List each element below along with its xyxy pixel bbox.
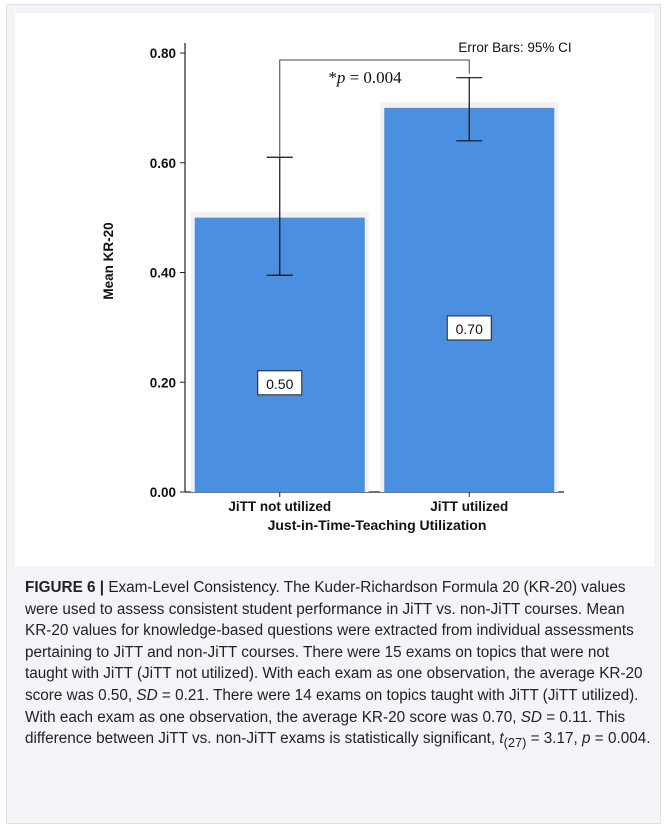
error-bar-legend: Error Bars: 95% CI	[458, 40, 571, 55]
y-tick-label: 0.60	[150, 156, 176, 171]
caption-text-2: = 0.21. There were 14 exams on topics ta…	[25, 686, 639, 726]
x-axis-title: Just-in-Time-Teaching Utilization	[268, 517, 487, 533]
significance-bracket	[279, 59, 470, 158]
figure-label: FIGURE 6 |	[25, 579, 105, 596]
bar-value-label: 0.50	[266, 376, 293, 392]
y-axis-title: Mean KR-20	[101, 222, 116, 299]
caption-text-5: = 0.004.	[590, 730, 651, 748]
caption-sd-1: SD	[136, 686, 158, 704]
bar-chart: 0.00 0.20 0.40 0.60 0.80 0.50 JiTT not utilize…	[101, 40, 572, 533]
y-tick-label: 0.40	[150, 266, 176, 281]
figure-card: 0.00 0.20 0.40 0.60 0.80 0.50 JiTT not utilize…	[6, 4, 661, 824]
caption-t-subscript: (27)	[503, 735, 527, 751]
bar-value-box	[257, 370, 303, 396]
chart-area: 0.00 0.20 0.40 0.60 0.80 0.50 JiTT not utilize…	[15, 13, 654, 566]
caption-p-value: p	[582, 730, 591, 748]
bar-value-label: 0.70	[456, 321, 483, 337]
caption-sd-2: SD	[520, 708, 542, 726]
x-tick-label: JiTT not utilized	[228, 499, 331, 514]
caption-text-1: Exam-Level Consistency. The Kuder-Richar…	[25, 579, 643, 704]
caption-text-4: = 3.17,	[526, 730, 583, 748]
caption-text-3: = 0.11. This difference between JiTT vs.…	[25, 708, 626, 748]
bar-value-box	[446, 315, 492, 341]
caption-t-stat: t	[499, 730, 504, 748]
y-tick-label: 0.00	[150, 485, 176, 500]
significance-label: *p = 0.004	[328, 68, 402, 87]
bar	[384, 107, 555, 492]
x-tick-label: JiTT utilized	[430, 499, 508, 514]
figure-caption: FIGURE 6 | Exam-Level Consistency. The K…	[25, 577, 653, 754]
y-tick-label: 0.80	[150, 46, 176, 61]
y-tick-label: 0.20	[150, 375, 176, 390]
